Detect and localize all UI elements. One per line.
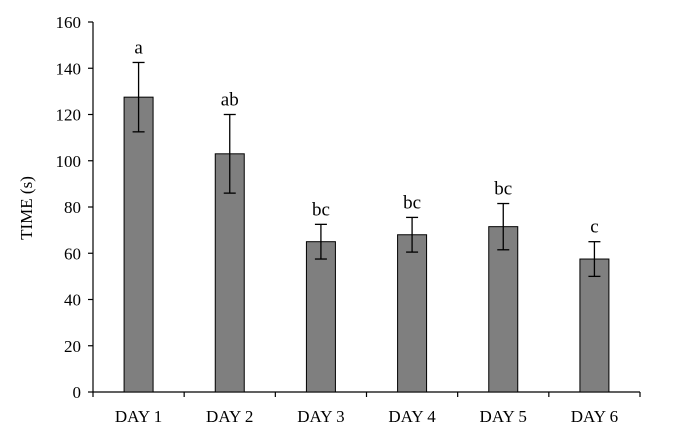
chart-labels: 0 20 40 60 80 100 120 140 160 a DAY 1 ab DAY 2 bc DAY … bbox=[56, 13, 619, 426]
chart-bars bbox=[123, 61, 610, 393]
bar bbox=[397, 234, 428, 393]
x-tick-label: DAY 6 bbox=[571, 407, 618, 426]
y-tick-label: 40 bbox=[64, 291, 81, 310]
y-tick-label: 60 bbox=[64, 244, 81, 263]
significance-label: bc bbox=[403, 192, 421, 213]
x-tick-label: DAY 2 bbox=[206, 407, 253, 426]
y-tick-label: 20 bbox=[64, 337, 81, 356]
y-tick-label: 120 bbox=[56, 106, 82, 125]
chart-axes bbox=[88, 21, 641, 397]
bar bbox=[214, 153, 245, 393]
significance-label: bc bbox=[494, 179, 512, 200]
y-tick-label: 0 bbox=[73, 383, 82, 402]
bar bbox=[579, 258, 610, 393]
y-tick-label: 80 bbox=[64, 198, 81, 217]
significance-label: bc bbox=[312, 199, 330, 220]
significance-label: ab bbox=[221, 90, 239, 111]
bar bbox=[305, 241, 336, 393]
y-tick-label: 140 bbox=[56, 59, 82, 78]
significance-label: a bbox=[134, 37, 143, 58]
bar bbox=[123, 96, 154, 393]
significance-label: c bbox=[590, 217, 598, 238]
x-tick-label: DAY 3 bbox=[297, 407, 344, 426]
bar bbox=[488, 226, 519, 393]
x-tick-label: DAY 5 bbox=[480, 407, 527, 426]
y-tick-label: 100 bbox=[56, 152, 82, 171]
y-tick-label: 160 bbox=[56, 13, 82, 32]
y-axis-title: TIME (s) bbox=[17, 176, 36, 240]
x-tick-label: DAY 4 bbox=[388, 407, 436, 426]
x-tick-label: DAY 1 bbox=[115, 407, 162, 426]
